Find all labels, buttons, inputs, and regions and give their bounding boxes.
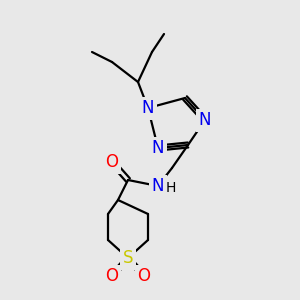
Text: N: N bbox=[142, 99, 154, 117]
Text: O: O bbox=[106, 153, 118, 171]
Text: O: O bbox=[137, 267, 151, 285]
Text: S: S bbox=[123, 249, 133, 267]
Text: O: O bbox=[106, 267, 118, 285]
Text: H: H bbox=[166, 181, 176, 195]
Text: N: N bbox=[199, 111, 211, 129]
Text: N: N bbox=[152, 139, 164, 157]
Text: N: N bbox=[152, 177, 164, 195]
